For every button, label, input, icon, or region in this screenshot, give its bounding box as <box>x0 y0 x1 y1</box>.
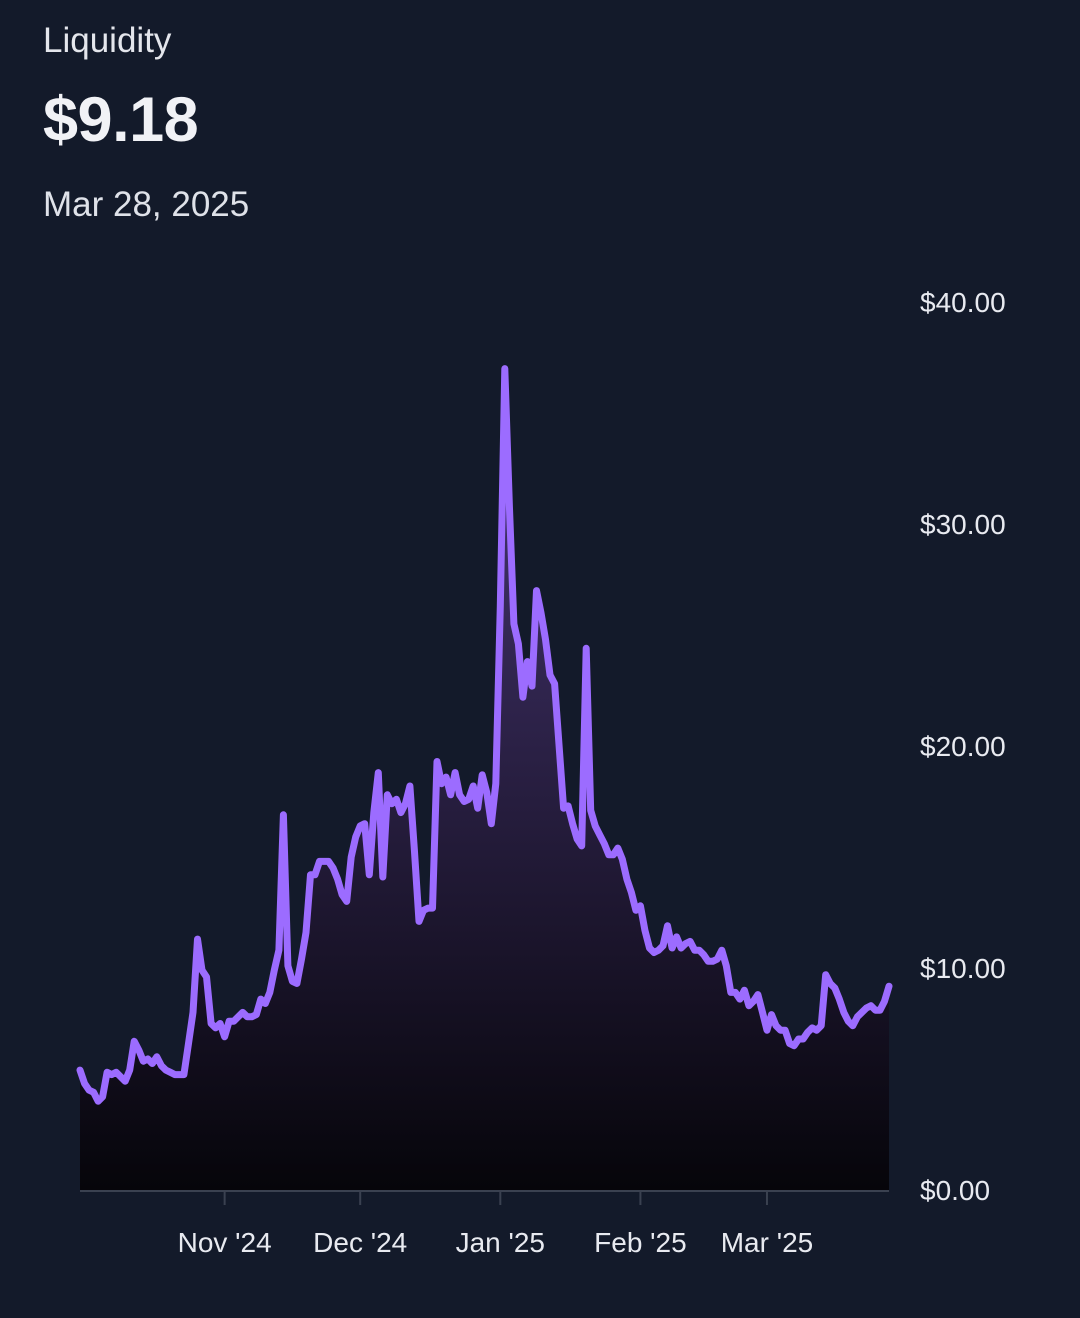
y-axis: $0.00 $10.00 $20.00 $30.00 $40.00 <box>920 287 1006 1206</box>
x-tick-label: Mar '25 <box>721 1227 814 1258</box>
x-axis <box>80 1190 889 1205</box>
area-layer <box>80 368 889 1191</box>
x-axis-labels: Nov '24 Dec '24 Jan '25 Feb '25 Mar '25 <box>178 1227 814 1258</box>
line-layer <box>76 365 893 1105</box>
x-tick-label: Nov '24 <box>178 1227 272 1258</box>
liquidity-line[interactable] <box>76 365 893 1105</box>
y-tick-label: $40.00 <box>920 287 1006 318</box>
chart-header: Liquidity $9.18 Mar 28, 2025 <box>43 18 249 228</box>
y-tick-label: $20.00 <box>920 731 1006 762</box>
metric-date: Mar 28, 2025 <box>43 185 250 224</box>
metric-label: Liquidity <box>43 21 172 60</box>
x-tick-label: Jan '25 <box>456 1227 545 1258</box>
y-tick-label: $30.00 <box>920 509 1006 540</box>
x-tick-label: Dec '24 <box>313 1227 407 1258</box>
metric-value: $9.18 <box>43 85 199 155</box>
liquidity-area <box>80 368 889 1191</box>
y-tick-label: $10.00 <box>920 953 1006 984</box>
y-tick-label: $0.00 <box>920 1175 990 1206</box>
x-tick-label: Feb '25 <box>594 1227 687 1258</box>
